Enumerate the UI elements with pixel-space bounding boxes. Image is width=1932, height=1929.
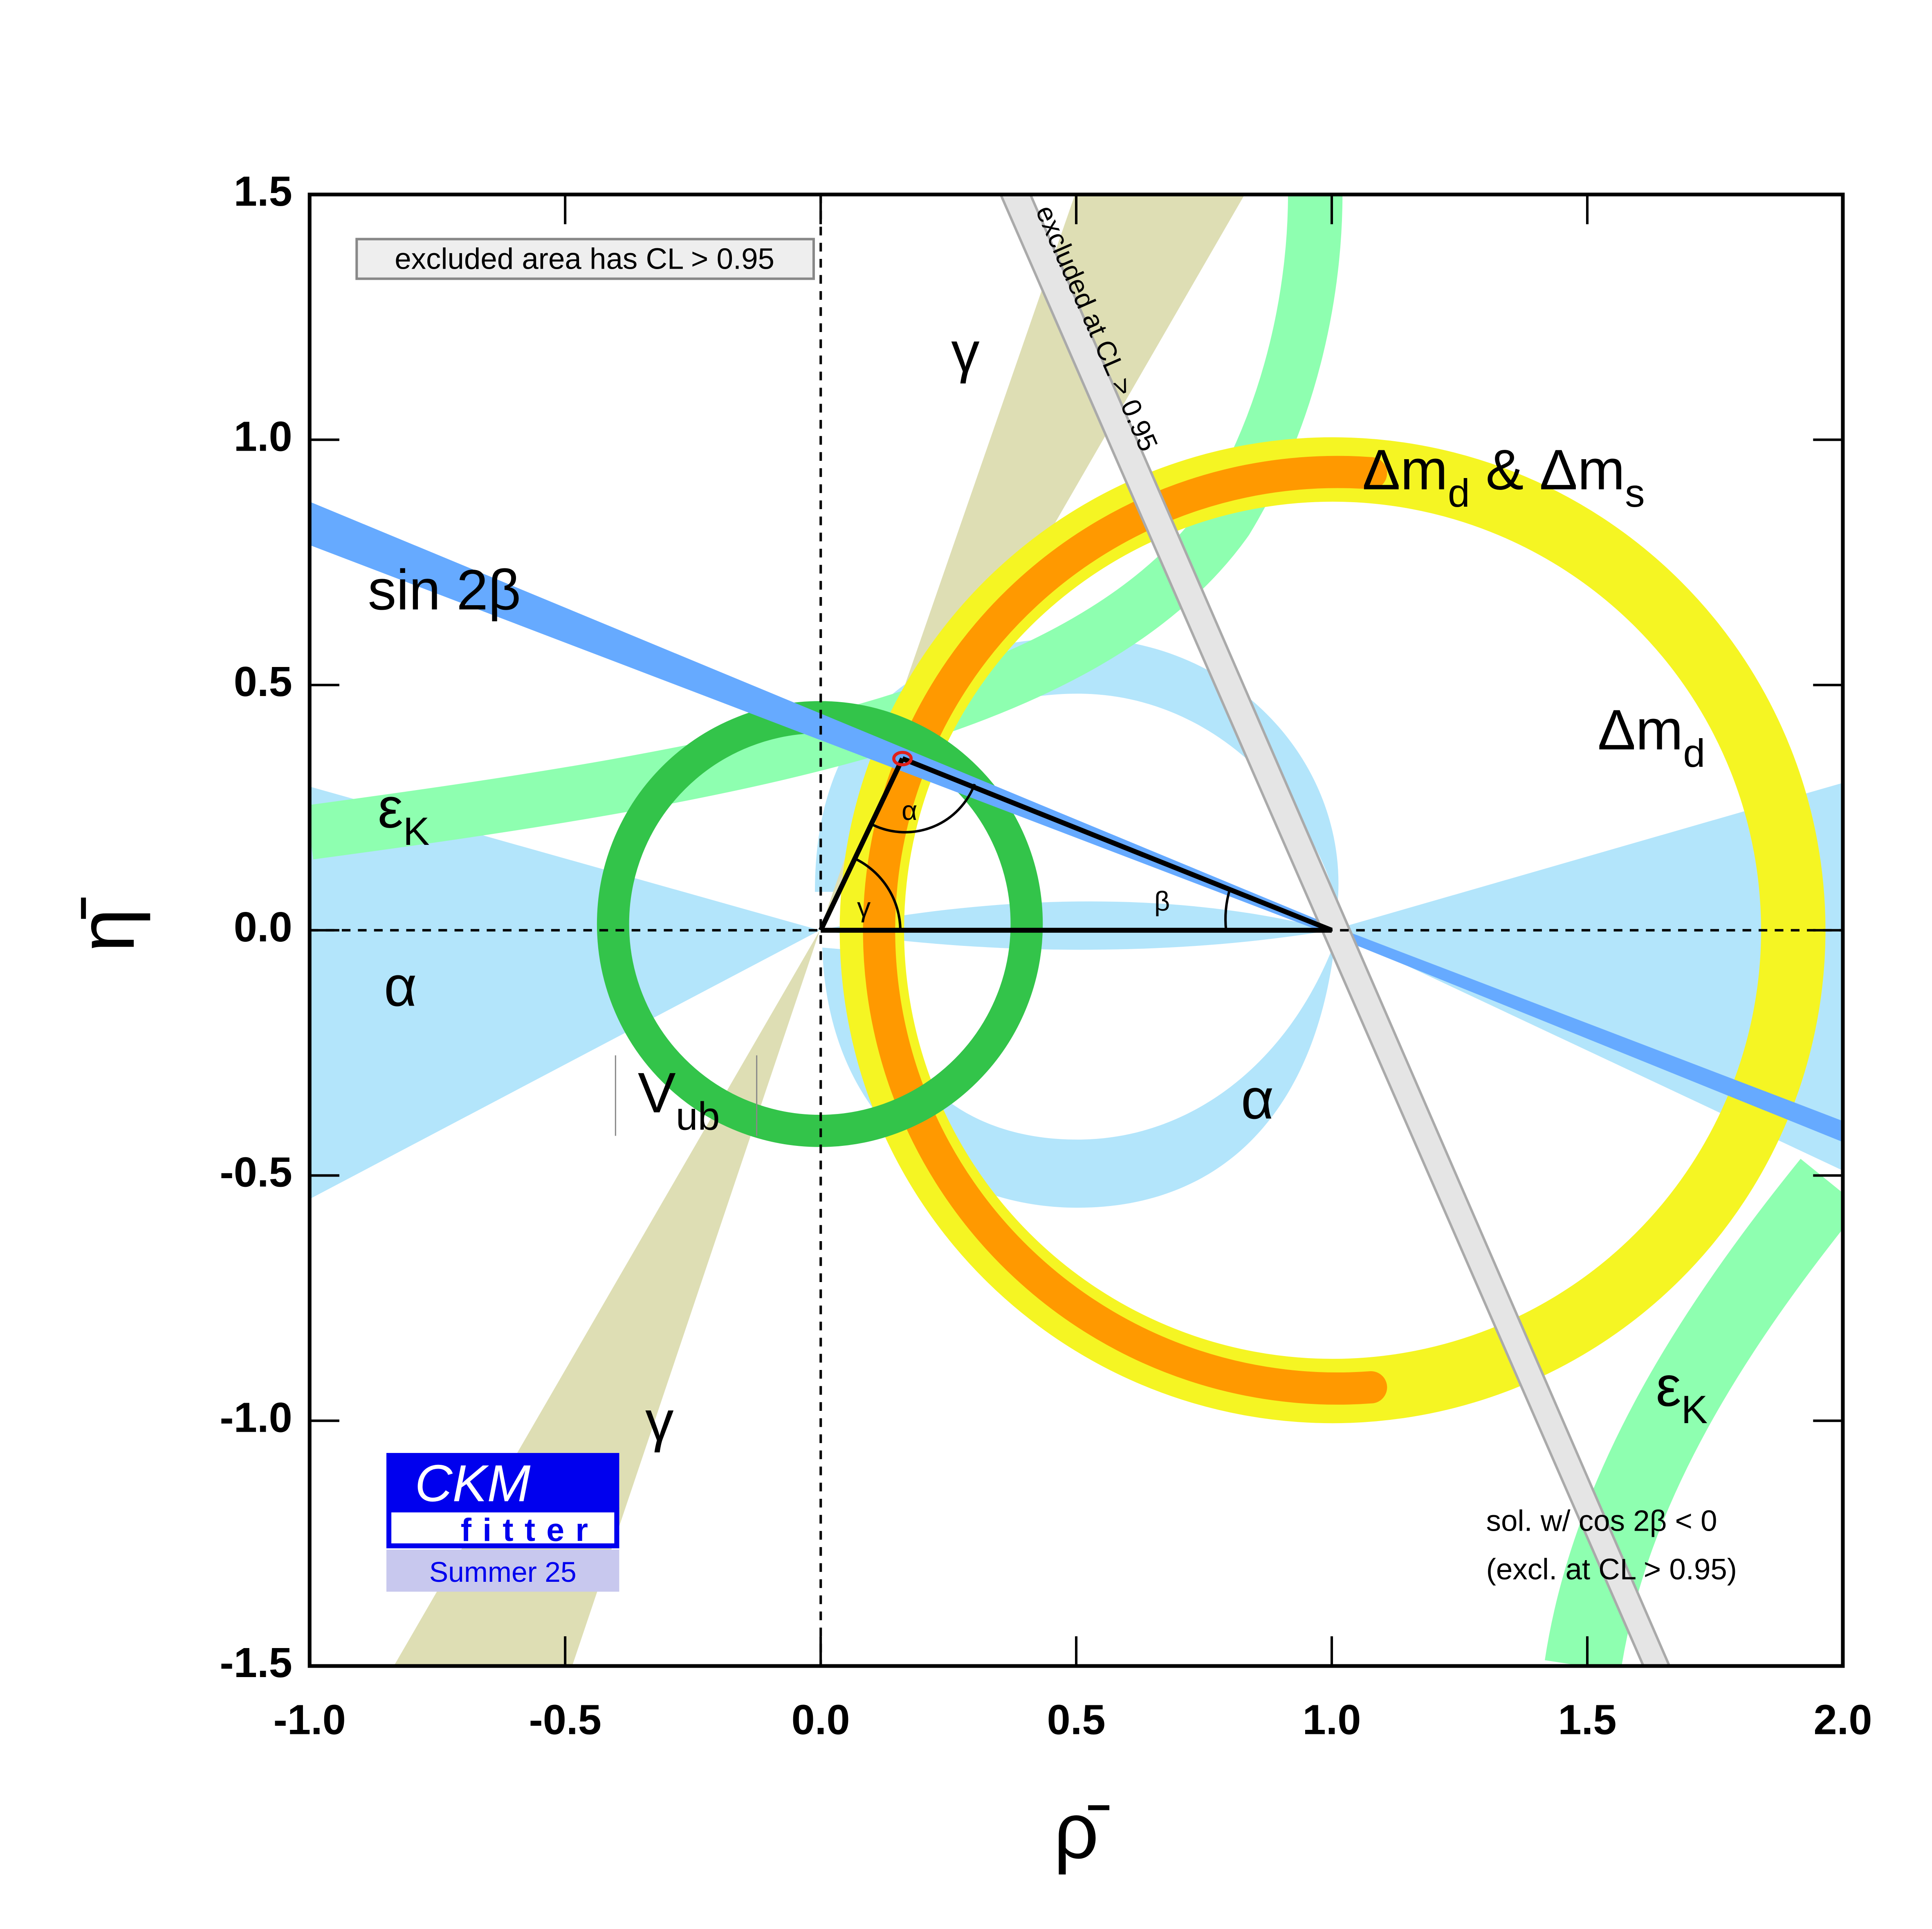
logo-title: CKM xyxy=(415,1454,531,1512)
annotation: α xyxy=(1241,1067,1274,1131)
x-tick-label: 1.5 xyxy=(1558,1696,1616,1743)
x-tick-label: 1.0 xyxy=(1302,1696,1361,1743)
angle-arc xyxy=(1224,889,1231,931)
y-tick-label: 0.5 xyxy=(234,658,292,705)
logo-middle xyxy=(386,1507,619,1549)
annotation-part: ε xyxy=(1656,1354,1681,1418)
solution-note: (excl. at CL > 0.95) xyxy=(1486,1553,1737,1586)
logo-edition: Summer 25 xyxy=(429,1556,577,1588)
y-tick-label: 1.5 xyxy=(234,168,292,215)
annotation: Vub xyxy=(638,1061,720,1138)
logo-subtitle: fitter xyxy=(461,1512,599,1548)
annotation-part: V xyxy=(638,1061,676,1125)
annotation-sub: K xyxy=(1681,1387,1708,1432)
logo-bottom xyxy=(386,1549,619,1592)
x-tick-label: 0.5 xyxy=(1047,1696,1105,1743)
annotation-part: ε xyxy=(378,776,403,840)
excluded-band xyxy=(999,194,1671,1666)
annotation: εK xyxy=(1656,1354,1708,1432)
y-tick-label: -0.5 xyxy=(220,1149,292,1196)
logo-top xyxy=(386,1453,619,1509)
angle-label: β xyxy=(1154,886,1170,916)
x-tick-label: -0.5 xyxy=(529,1696,601,1743)
annotation: Δmd & Δms xyxy=(1362,438,1645,515)
annotation-sub: K xyxy=(403,809,430,853)
annotation: εK xyxy=(378,776,430,853)
y-tick-label: -1.5 xyxy=(220,1639,292,1686)
apex-point xyxy=(892,751,913,766)
epsilon-k-band xyxy=(310,194,1343,860)
note-box xyxy=(355,238,815,280)
alpha-band xyxy=(310,786,820,1199)
angle-label: α xyxy=(902,796,918,826)
alpha-band xyxy=(820,901,1332,950)
angle-label: γ xyxy=(857,892,871,923)
annotation: γ xyxy=(951,320,980,384)
y-tick-label: -1.0 xyxy=(220,1394,292,1441)
epsilon-k-band xyxy=(1545,1159,1843,1666)
x-tick-label: 2.0 xyxy=(1813,1696,1872,1743)
annotation-sub: ub xyxy=(676,1094,720,1138)
angle-arc xyxy=(870,784,976,834)
angle-arc xyxy=(854,857,902,930)
x-tick-label: 0.0 xyxy=(792,1696,850,1743)
y-tick-label: 0.0 xyxy=(234,903,292,950)
sin2beta-band xyxy=(310,501,1843,1142)
annotation-sub: d xyxy=(1448,471,1470,515)
triangle-side xyxy=(901,756,1333,933)
annotation-sub: s xyxy=(1625,471,1645,515)
annotation-part: & Δm xyxy=(1470,438,1625,501)
annotation: Δmd xyxy=(1598,698,1705,775)
annotation-part: Δm xyxy=(1362,438,1448,501)
annotation: sin 2β xyxy=(368,558,521,622)
x-tick-label: -1.0 xyxy=(273,1696,346,1743)
annotation: α xyxy=(384,954,417,1018)
annotation: γ xyxy=(645,1389,674,1453)
y-tick-label: 1.0 xyxy=(234,413,292,460)
excluded-note: excluded area has CL > 0.95 xyxy=(395,242,774,275)
annotation-sub: d xyxy=(1683,731,1705,775)
solution-note: sol. w/ cos 2β < 0 xyxy=(1486,1505,1717,1538)
triangle-side xyxy=(818,757,905,932)
annotation-part: Δm xyxy=(1598,698,1683,762)
